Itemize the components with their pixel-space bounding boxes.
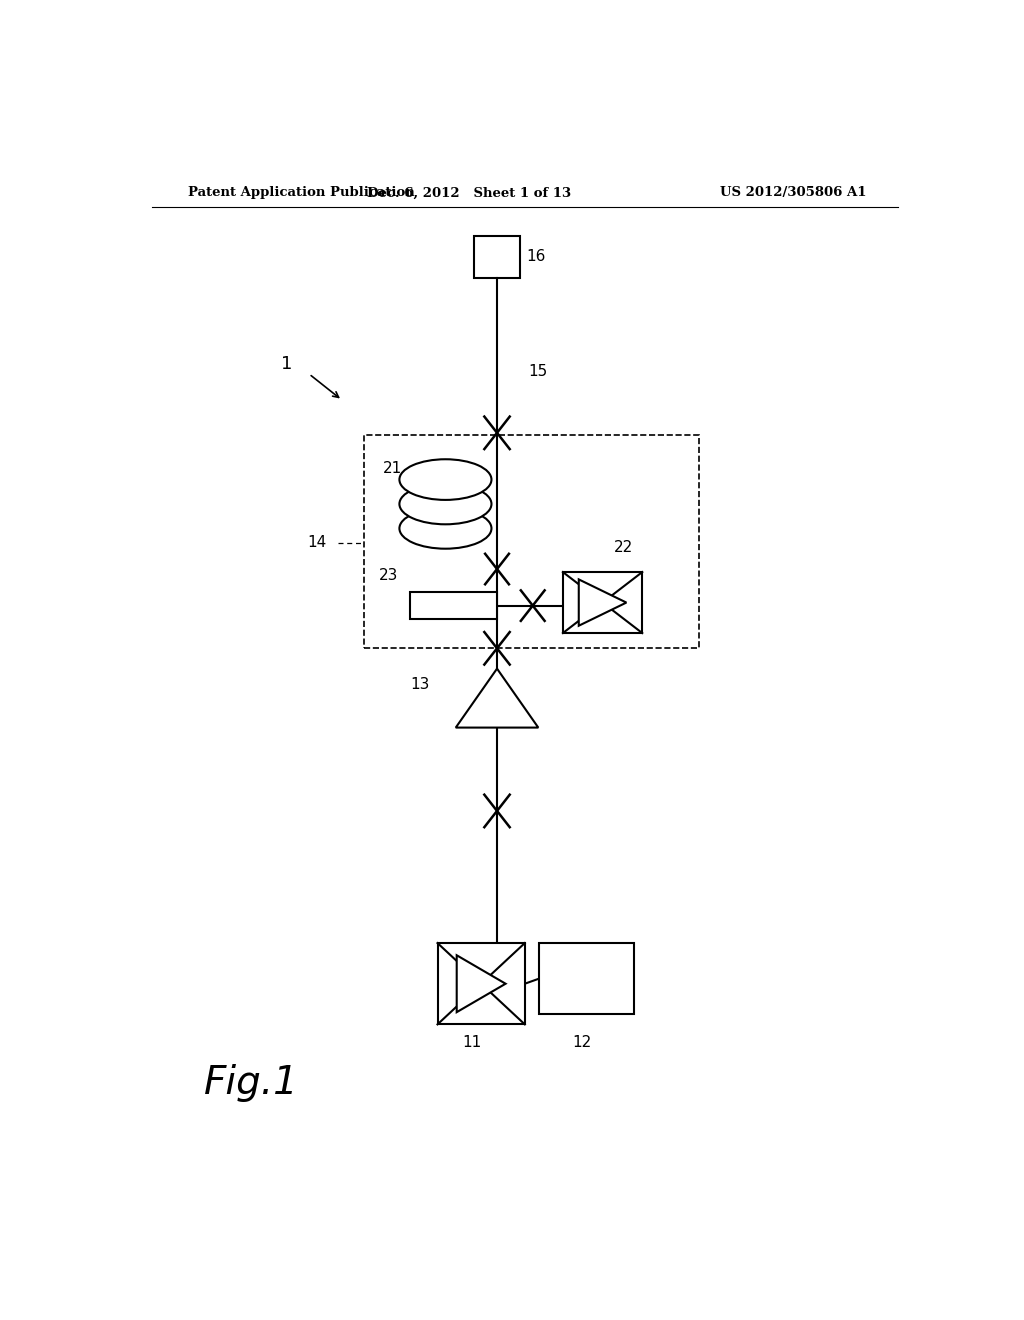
Polygon shape — [456, 669, 539, 727]
Text: 16: 16 — [526, 249, 546, 264]
Text: 21: 21 — [383, 461, 401, 477]
Text: Fig.1: Fig.1 — [204, 1064, 298, 1102]
Text: 14: 14 — [307, 535, 327, 550]
Text: Dec. 6, 2012   Sheet 1 of 13: Dec. 6, 2012 Sheet 1 of 13 — [368, 186, 571, 199]
Polygon shape — [457, 956, 506, 1012]
Text: 1: 1 — [281, 355, 293, 372]
Text: 15: 15 — [528, 364, 548, 379]
Text: 22: 22 — [613, 540, 633, 554]
Bar — [437, 942, 524, 1024]
Ellipse shape — [399, 483, 492, 524]
Bar — [365, 434, 699, 648]
Text: 13: 13 — [411, 677, 430, 693]
Bar — [539, 942, 634, 1014]
Polygon shape — [579, 579, 627, 626]
Ellipse shape — [399, 459, 492, 500]
Text: US 2012/305806 A1: US 2012/305806 A1 — [720, 186, 866, 199]
Text: 11: 11 — [463, 1035, 482, 1049]
Ellipse shape — [399, 508, 492, 549]
Text: Patent Application Publication: Patent Application Publication — [187, 186, 415, 199]
Bar — [410, 593, 497, 619]
Text: 12: 12 — [572, 1035, 592, 1049]
Bar — [563, 572, 642, 634]
Text: 23: 23 — [379, 568, 397, 582]
Bar — [474, 236, 520, 279]
